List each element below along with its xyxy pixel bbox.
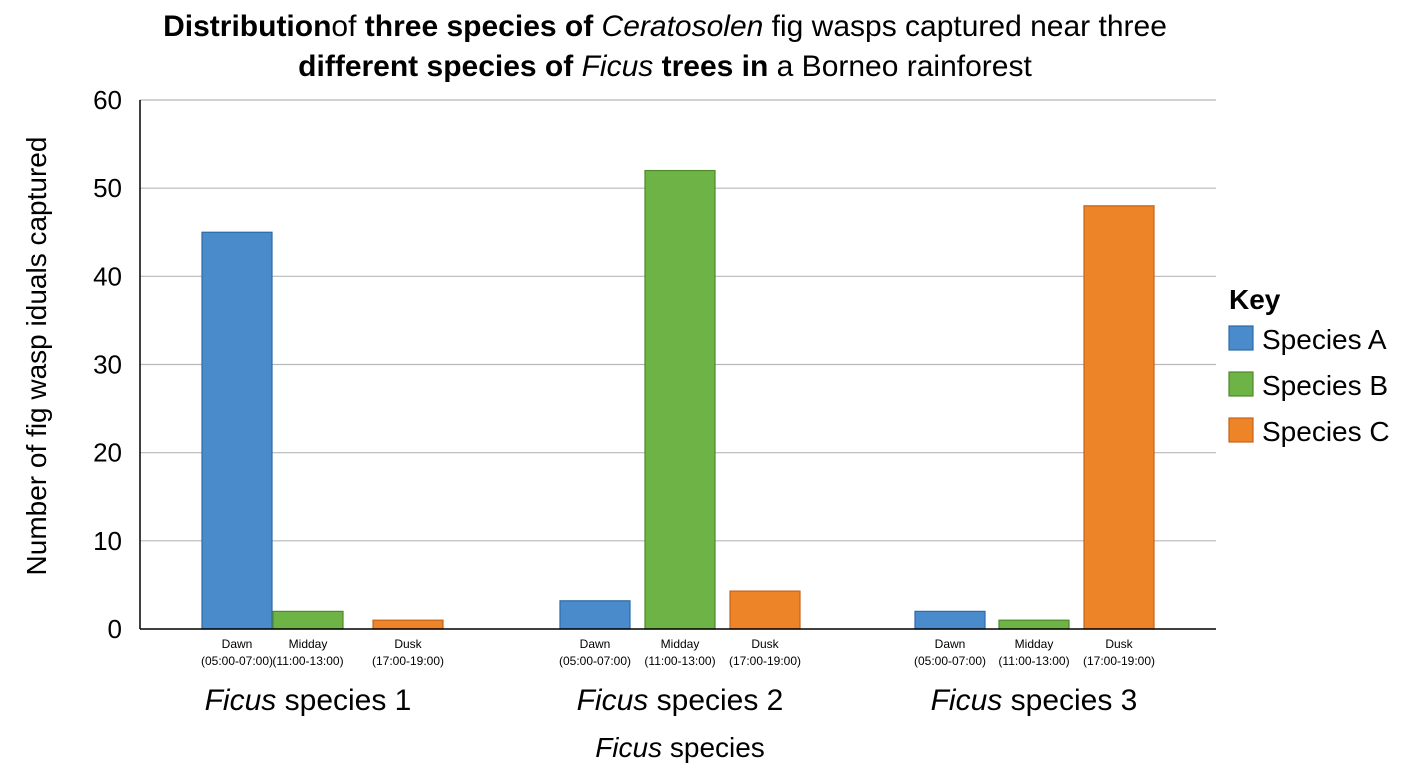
chart-title-segment: three species of: [365, 10, 602, 43]
bar: [272, 610, 344, 630]
group-label-rest: species 3: [1002, 684, 1137, 717]
x-axis-title-rest: species: [662, 732, 765, 763]
legend-label: Species C: [1262, 416, 1390, 447]
x-tick-label-range: (05:00-07:00): [201, 654, 273, 668]
group-label-rest: species 2: [648, 684, 783, 717]
legend-swatch: [1228, 325, 1254, 351]
x-tick-label-range: (11:00-13:00): [644, 654, 715, 668]
x-tick-label-range: (17:00-19:00): [729, 654, 801, 668]
x-tick-label-time: Midday: [1015, 637, 1054, 651]
y-tick-labels: 0 10 20 30 40 50 60: [93, 85, 122, 644]
bar: [1083, 205, 1155, 630]
bar: [201, 231, 273, 630]
chart-title-segment: of: [331, 10, 364, 43]
y-tick-label: 30: [93, 350, 122, 380]
legend-label: Species B: [1262, 370, 1388, 401]
bars: [201, 169, 1155, 630]
x-tick-label-range: (17:00-19:00): [1083, 654, 1155, 668]
group-label: Ficus species 3: [931, 684, 1138, 717]
x-axis-title: Ficus species: [595, 732, 765, 763]
x-axis-title-italic: Ficus: [595, 732, 662, 763]
legend-swatch: [1228, 417, 1254, 443]
legend-swatch: [1228, 371, 1254, 397]
group-label-rest: species 1: [276, 684, 411, 717]
bar: [644, 169, 716, 630]
x-tick-label-time: Dawn: [935, 637, 966, 651]
y-tick-label: 10: [93, 526, 122, 556]
bar: [559, 600, 631, 630]
y-tick-label: 40: [93, 261, 122, 291]
group-labels: Ficus species 1 Ficus species 2 Ficus spec…: [205, 684, 1138, 717]
x-tick-label-range: (11:00-13:00): [272, 654, 343, 668]
y-tick-label: 0: [108, 614, 122, 644]
y-tick-label: 60: [93, 85, 122, 115]
x-tick-label-time: Dusk: [751, 637, 779, 651]
group-label-italic: Ficus: [931, 684, 1003, 717]
chart-title-segment: a Borneo rainforest: [768, 50, 1032, 83]
group-label-italic: Ficus: [205, 684, 277, 717]
chart-title-segment: different species of: [298, 50, 581, 83]
chart-title-segment: Ceratosolen: [602, 10, 764, 43]
group-label: Ficus species 1: [205, 684, 412, 717]
axes: [139, 100, 1216, 630]
legend-label: Species A: [1262, 324, 1387, 355]
x-tick-label-time: Midday: [289, 637, 328, 651]
y-axis-title: Number of fig wasp iduals captured: [21, 137, 52, 576]
y-tick-label: 20: [93, 438, 122, 468]
bar: [372, 619, 444, 630]
bar: [729, 590, 801, 630]
bar: [914, 610, 986, 630]
x-tick-label-range: (05:00-07:00): [559, 654, 631, 668]
chart-title-line: different species of Ficus trees in a Bo…: [298, 50, 1032, 83]
chart-title: Distributionof three species of Ceratoso…: [163, 10, 1167, 83]
x-tick-labels: Dawn (05:00-07:00) Midday (11:00-13:00) Dusk…: [201, 637, 1155, 668]
x-tick-label-range: (11:00-13:00): [998, 654, 1069, 668]
y-tick-label: 50: [93, 173, 122, 203]
x-tick-label-time: Dawn: [580, 637, 611, 651]
x-tick-label-time: Dusk: [1105, 637, 1133, 651]
chart-title-segment: Distribution: [163, 10, 331, 43]
x-tick-label-time: Midday: [661, 637, 700, 651]
legend-title: Key: [1229, 284, 1281, 315]
x-tick-label-time: Dusk: [394, 637, 422, 651]
chart-title-segment: trees in: [653, 50, 768, 83]
chart-title-segment: Ficus: [582, 50, 654, 83]
x-tick-label-range: (17:00-19:00): [372, 654, 444, 668]
group-label: Ficus species 2: [577, 684, 784, 717]
x-tick-label-range: (05:00-07:00): [914, 654, 986, 668]
legend: Key Species A Species B Species C: [1228, 284, 1390, 447]
x-tick-label-time: Dawn: [222, 637, 253, 651]
group-label-italic: Ficus: [577, 684, 649, 717]
bar: [998, 619, 1070, 630]
chart-title-line: Distributionof three species of Ceratoso…: [163, 10, 1167, 43]
chart-title-segment: fig wasps captured near three: [763, 10, 1167, 43]
